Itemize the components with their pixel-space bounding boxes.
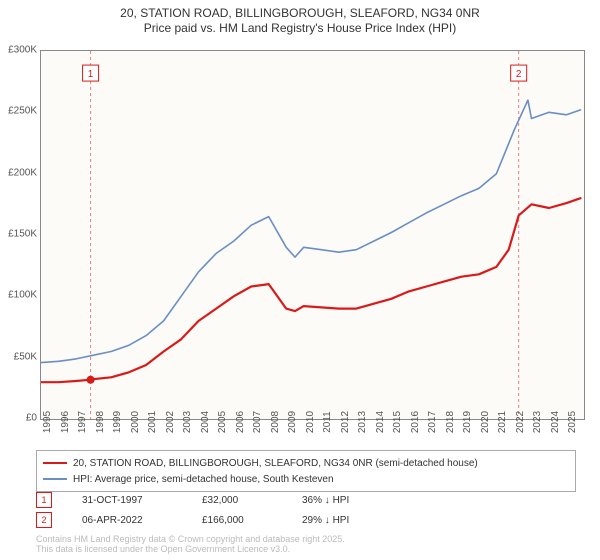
marker-table: 1 31-OCT-1997 £32,000 36% ↓ HPI 2 06-APR-2022… <box>36 490 382 530</box>
x-tick-label: 1998 <box>95 411 106 433</box>
x-tick-label: 2024 <box>550 411 561 433</box>
marker-date: 06-APR-2022 <box>82 515 172 526</box>
x-tick-label: 2022 <box>515 411 526 433</box>
y-tick-label: £50K <box>0 351 37 362</box>
x-tick-label: 1996 <box>60 411 71 433</box>
copyright-line-1: Contains HM Land Registry data © Crown c… <box>36 534 345 544</box>
x-tick-label: 2016 <box>410 411 421 433</box>
x-tick-label: 2012 <box>340 411 351 433</box>
x-tick-label: 2000 <box>130 411 141 433</box>
chart-title: 20, STATION ROAD, BILLINGBOROUGH, SLEAFO… <box>0 0 600 36</box>
x-tick-label: 2023 <box>532 411 543 433</box>
x-tick-label: 2001 <box>147 411 158 433</box>
legend-item: HPI: Average price, semi-detached house,… <box>43 471 569 487</box>
marker-price: £166,000 <box>202 515 272 526</box>
legend-label: HPI: Average price, semi-detached house,… <box>73 474 334 485</box>
y-tick-label: £200K <box>0 167 37 178</box>
x-tick-label: 2010 <box>305 411 316 433</box>
x-tick-label: 2018 <box>445 411 456 433</box>
legend: 20, STATION ROAD, BILLINGBOROUGH, SLEAFO… <box>36 450 576 492</box>
y-tick-label: £100K <box>0 290 37 301</box>
marker-date: 31-OCT-1997 <box>82 495 172 506</box>
title-line-2: Price paid vs. HM Land Registry's House … <box>0 21 600 36</box>
x-tick-label: 2011 <box>322 411 333 433</box>
svg-text:2: 2 <box>516 69 522 80</box>
x-tick-label: 2025 <box>567 411 578 433</box>
marker-pct: 29% ↓ HPI <box>302 515 382 526</box>
plot-svg: 12 <box>41 51 584 419</box>
x-tick-label: 2021 <box>497 411 508 433</box>
x-tick-label: 2009 <box>287 411 298 433</box>
legend-item: 20, STATION ROAD, BILLINGBOROUGH, SLEAFO… <box>43 455 569 471</box>
copyright: Contains HM Land Registry data © Crown c… <box>36 534 345 555</box>
x-tick-label: 2017 <box>427 411 438 433</box>
legend-swatch <box>43 462 67 464</box>
x-tick-label: 2007 <box>252 411 263 433</box>
x-tick-label: 2008 <box>270 411 281 433</box>
legend-swatch <box>43 478 67 480</box>
y-tick-label: £300K <box>0 45 37 56</box>
svg-text:1: 1 <box>88 69 94 80</box>
title-line-1: 20, STATION ROAD, BILLINGBOROUGH, SLEAFO… <box>0 6 600 21</box>
x-tick-label: 1997 <box>77 411 88 433</box>
marker-row: 1 31-OCT-1997 £32,000 36% ↓ HPI <box>36 490 382 510</box>
marker-price: £32,000 <box>202 495 272 506</box>
y-tick-label: £0 <box>0 413 37 424</box>
x-tick-label: 2002 <box>165 411 176 433</box>
marker-badge: 2 <box>36 512 52 528</box>
plot-background: 12 <box>40 50 585 420</box>
y-tick-label: £150K <box>0 229 37 240</box>
x-tick-label: 2013 <box>357 411 368 433</box>
x-tick-label: 2003 <box>182 411 193 433</box>
x-tick-label: 1995 <box>42 411 53 433</box>
y-tick-label: £250K <box>0 106 37 117</box>
marker-badge: 1 <box>36 492 52 508</box>
x-tick-label: 2019 <box>462 411 473 433</box>
x-tick-label: 2014 <box>375 411 386 433</box>
x-tick-label: 2005 <box>217 411 228 433</box>
copyright-line-2: This data is licensed under the Open Gov… <box>36 544 345 554</box>
chart-area: 12 £0£50K£100K£150K£200K£250K£300K 19951… <box>40 50 585 420</box>
x-tick-label: 2006 <box>235 411 246 433</box>
x-tick-label: 2004 <box>200 411 211 433</box>
x-tick-label: 1999 <box>112 411 123 433</box>
marker-row: 2 06-APR-2022 £166,000 29% ↓ HPI <box>36 510 382 530</box>
x-tick-label: 2020 <box>480 411 491 433</box>
legend-label: 20, STATION ROAD, BILLINGBOROUGH, SLEAFO… <box>73 458 478 469</box>
marker-pct: 36% ↓ HPI <box>302 495 382 506</box>
x-tick-label: 2015 <box>392 411 403 433</box>
